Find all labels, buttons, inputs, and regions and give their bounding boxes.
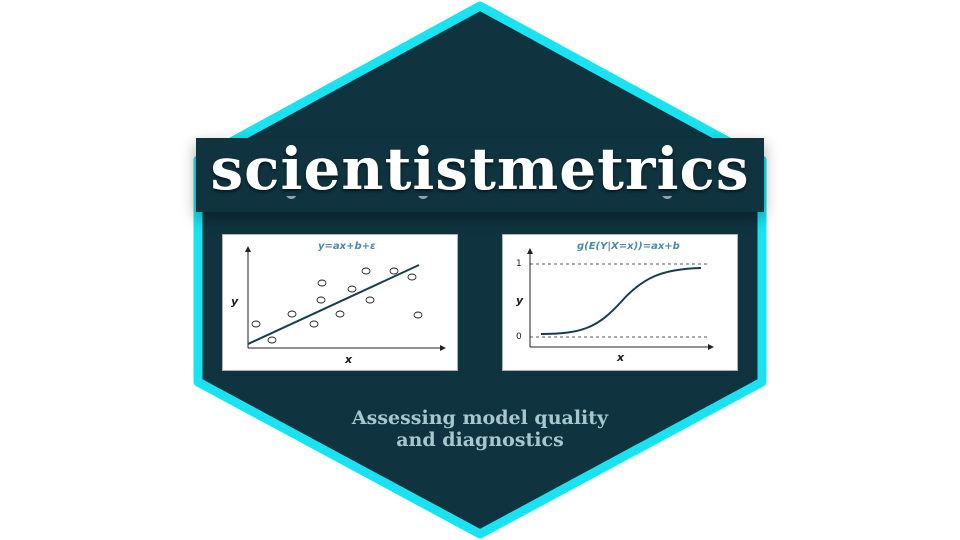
data-point (389, 267, 399, 275)
logistic-x-label: x (617, 351, 625, 364)
tagline-line-2: and diagnostics (396, 429, 564, 451)
sigmoid-curve (540, 267, 702, 335)
scatter-points (251, 267, 423, 344)
logistic-regression-panel: g(E(Y|X=x))=ax+b 1 0 y x (502, 234, 738, 371)
data-point (316, 296, 326, 304)
brand-title-reflection: scientistmetrics (196, 196, 764, 210)
data-point (347, 285, 357, 293)
linear-regression-plot (245, 246, 446, 351)
logistic-equation: g(E(Y|X=x))=ax+b (577, 241, 680, 252)
data-point (287, 310, 297, 318)
data-point (267, 336, 277, 344)
tagline: Assessing model quality and diagnostics (300, 407, 660, 451)
linear-equation: y=ax+b+ε (318, 241, 376, 252)
regression-line (247, 264, 420, 345)
data-point (361, 267, 371, 275)
title-banner (196, 138, 764, 212)
tick-zero: 0 (516, 332, 522, 342)
data-point (407, 273, 417, 281)
data-point (335, 310, 345, 318)
linear-regression-panel: y=ax+b+ε y x (222, 234, 458, 371)
data-point (365, 296, 375, 304)
linear-y-label: y (231, 295, 239, 308)
tick-one: 1 (516, 259, 522, 269)
linear-x-label: x (345, 353, 353, 366)
brand-title: scientistmetrics (210, 135, 750, 203)
data-point (413, 311, 423, 319)
logistic-regression-plot (527, 248, 714, 350)
data-point (309, 320, 319, 328)
data-point (251, 320, 261, 328)
data-point (317, 279, 327, 287)
tagline-line-1: Assessing model quality (351, 407, 609, 429)
logistic-y-label: y (516, 294, 524, 307)
